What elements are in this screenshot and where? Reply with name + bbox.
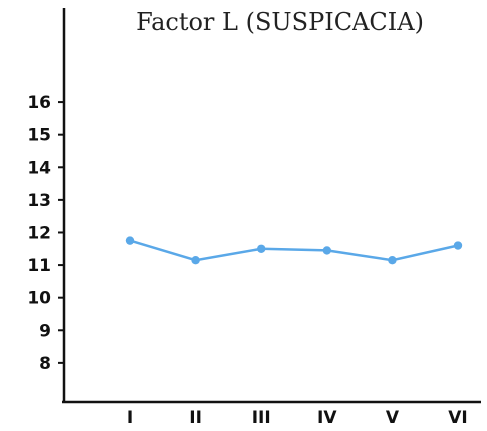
y-tick-label: 10: [27, 289, 51, 309]
x-tick-label: III: [252, 408, 271, 428]
y-tick-label: 13: [27, 191, 51, 211]
y-tick-label: 8: [39, 354, 51, 374]
data-point: [453, 241, 463, 250]
y-tick-label: 14: [27, 158, 51, 178]
x-tick-label: VI: [448, 408, 467, 428]
y-ticks: 16 15 14 13 12 11 10 9 8: [27, 93, 64, 374]
y-tick-label: 9: [39, 321, 51, 341]
data-point: [388, 255, 397, 265]
y-tick-label: 11: [27, 256, 51, 276]
data-series: [125, 236, 463, 265]
data-point: [191, 255, 200, 265]
x-tick-label: V: [386, 408, 400, 428]
data-point: [125, 236, 135, 245]
chart-title: Factor L (SUSPICACIA): [136, 8, 424, 36]
data-point: [257, 244, 266, 253]
y-tick-label: 16: [27, 93, 51, 113]
series-line: [129, 239, 459, 262]
y-tick-label: 15: [27, 126, 51, 146]
data-point: [322, 246, 331, 255]
x-tick-label: IV: [317, 408, 337, 428]
y-tick-label: 12: [27, 223, 51, 243]
x-tick-label: I: [127, 408, 133, 428]
x-ticks: I II III IV V VI: [127, 408, 468, 428]
x-tick-label: II: [189, 408, 202, 428]
